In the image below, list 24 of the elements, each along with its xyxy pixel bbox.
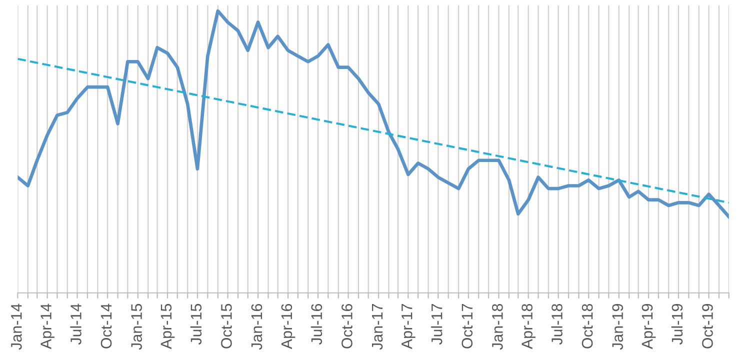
x-tick-label: Jan-18: [492, 304, 503, 350]
x-tick-label: Oct-16: [342, 304, 352, 348]
x-tick-label: Jan-17: [372, 304, 383, 350]
x-tick-label: Apr-17: [402, 304, 416, 350]
x-tick-label: Jan-19: [612, 304, 624, 350]
x-tick-label: Oct-17: [462, 304, 473, 348]
x-tick-label: Jul-15: [190, 304, 202, 345]
x-tick-label: Jul-18: [551, 304, 562, 345]
x-tick-label: Jul-17: [431, 304, 442, 345]
x-tick-label: Apr-14: [40, 304, 54, 350]
x-tick-label: Jul-16: [310, 304, 322, 345]
x-tick-label: Jan-16: [251, 304, 262, 350]
x-tick-label: Apr-18: [522, 304, 536, 350]
x-tick-label: Jan-14: [11, 304, 22, 350]
x-tick-label: Apr-15: [160, 304, 175, 350]
x-tick-label: Oct-18: [582, 304, 593, 348]
x-tick-label: Jul-19: [671, 304, 683, 345]
x-tick-label: Oct-14: [100, 304, 112, 348]
x-tick-label: Oct-15: [221, 304, 232, 348]
x-tick-label: Apr-19: [642, 304, 656, 350]
x-tick-label: Jan-15: [131, 304, 142, 350]
x-tick-label: Apr-16: [281, 304, 296, 350]
x-tick-label: Oct-19: [702, 304, 713, 348]
x-tick-label: Jul-14: [70, 304, 82, 345]
